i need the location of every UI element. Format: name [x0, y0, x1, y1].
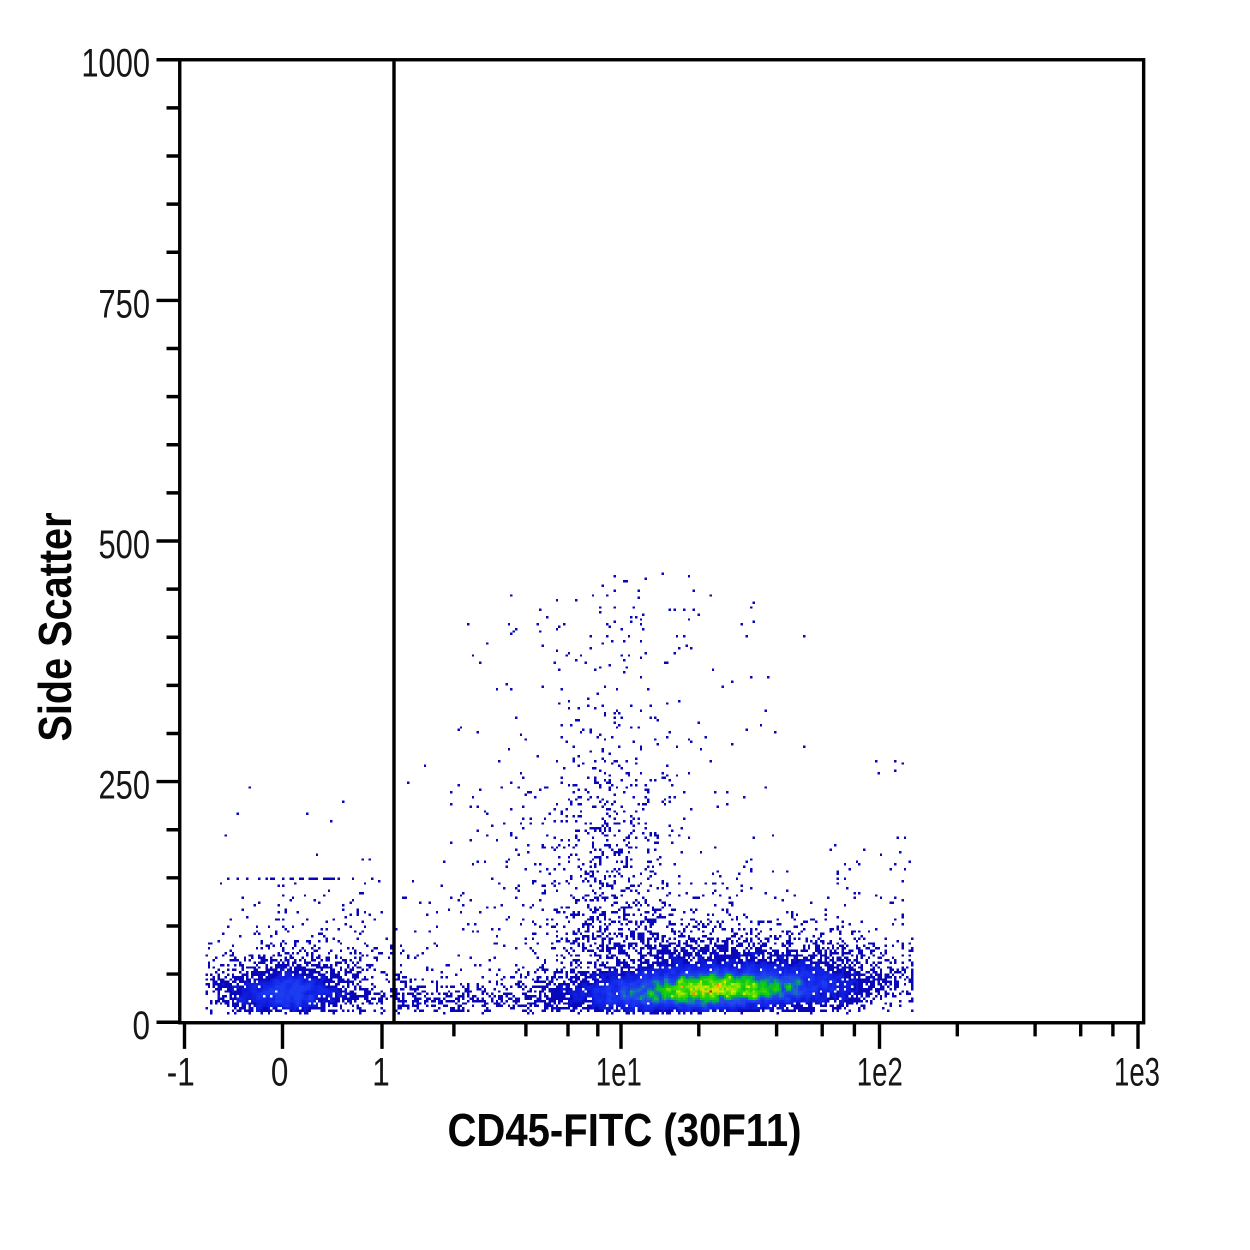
svg-text:1e1: 1e1 — [596, 1051, 642, 1095]
svg-text:1: 1 — [372, 1051, 390, 1095]
svg-text:750: 750 — [99, 282, 151, 326]
svg-text:CD45-FITC (30F11): CD45-FITC (30F11) — [448, 1104, 802, 1156]
svg-text:0: 0 — [271, 1051, 289, 1095]
svg-text:0: 0 — [133, 1004, 151, 1048]
svg-text:Side Scatter: Side Scatter — [29, 513, 81, 742]
svg-text:1e3: 1e3 — [1114, 1051, 1160, 1095]
svg-text:1000: 1000 — [81, 42, 150, 86]
svg-text:500: 500 — [99, 523, 151, 567]
svg-text:1e2: 1e2 — [857, 1051, 903, 1095]
svg-text:250: 250 — [99, 764, 151, 808]
svg-text:-1: -1 — [167, 1051, 195, 1095]
